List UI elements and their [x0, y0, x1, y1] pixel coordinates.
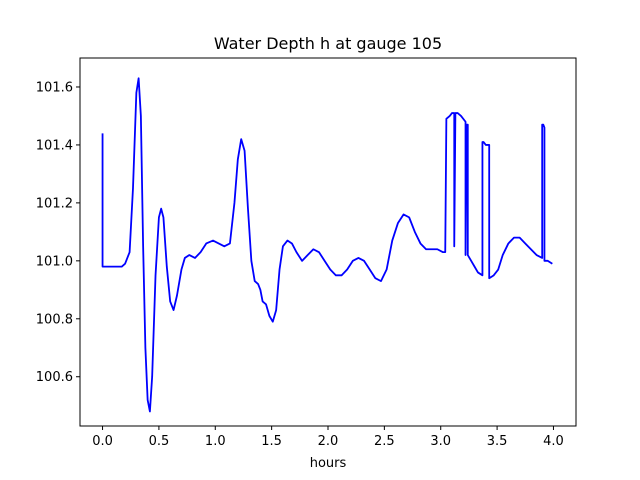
y-tick-label: 101.4	[36, 138, 73, 153]
series-group	[101, 77, 553, 413]
x-tick-label: 4.0	[543, 434, 564, 449]
x-tick-label: 2.5	[374, 434, 395, 449]
x-tick-label: 3.5	[487, 434, 508, 449]
plot-frame	[79, 57, 577, 427]
plot-area	[79, 57, 577, 427]
y-tick-label: 101.6	[36, 80, 73, 95]
y-axis: 100.6 100.8 101.0 101.2 101.4 101.6	[36, 80, 80, 385]
x-tick-label: 1.0	[205, 434, 226, 449]
x-tick-label: 3.0	[430, 434, 451, 449]
series-line	[101, 77, 553, 413]
x-axis-label: hours	[310, 456, 347, 471]
x-tick-label: 1.5	[261, 434, 282, 449]
y-tick-label: 100.8	[36, 312, 73, 327]
y-tick-label: 101.2	[36, 196, 73, 211]
y-tick-label: 101.0	[36, 254, 73, 269]
y-tick-label: 100.6	[36, 370, 73, 385]
x-axis: 0.0 0.5 1.0 1.5 2.0 2.5 3.0 3.5 4.0	[92, 426, 564, 449]
x-tick-label: 0.5	[149, 434, 170, 449]
x-tick-label: 2.0	[318, 434, 339, 449]
chart-title: Water Depth h at gauge 105	[214, 34, 442, 53]
x-tick-label: 0.0	[92, 434, 113, 449]
